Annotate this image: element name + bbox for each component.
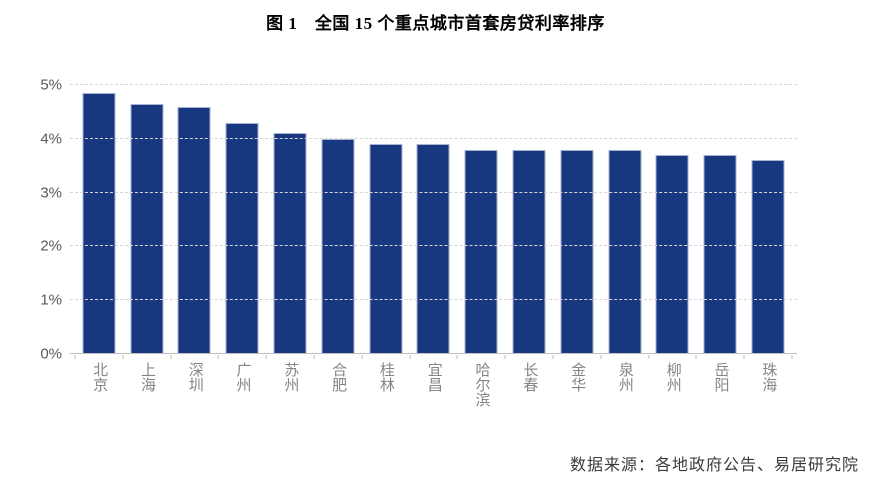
x-tick-label: 哈尔滨 (473, 362, 490, 407)
x-tick-label: 合肥 (330, 362, 347, 392)
x-axis-tick (361, 355, 363, 359)
x-axis-line (70, 353, 797, 354)
gridline (70, 191, 797, 193)
x-axis-tick (313, 355, 315, 359)
x-axis-tick (791, 355, 793, 359)
bar-column: 金华 (553, 85, 601, 392)
chart-title: 图 1 全国 15 个重点城市首套房贷利率排序 (266, 14, 605, 33)
x-axis-tick (695, 355, 697, 359)
x-tick-label: 珠海 (760, 362, 777, 392)
bar-15 (751, 160, 785, 354)
bar-column: 珠海 (744, 85, 792, 392)
x-axis-tick (552, 355, 554, 359)
bar-column: 广州 (218, 85, 266, 392)
gridline (70, 245, 797, 247)
x-tick-label: 深圳 (186, 362, 203, 392)
x-tick-label: 上海 (138, 362, 155, 392)
bar-11 (560, 149, 594, 354)
x-tick-label: 桂林 (377, 362, 394, 392)
x-axis-tick (743, 355, 745, 359)
x-axis-tick (217, 355, 219, 359)
bar-column: 上海 (123, 85, 171, 392)
y-tick-label: 3% (40, 184, 62, 202)
y-tick-label: 1% (40, 291, 62, 309)
bars: 北京 上海 深圳 广州 苏州 合肥 桂林 宜昌 哈尔滨 长春 金华 泉州 柳州 岳阳 珠海 (74, 85, 793, 407)
x-tick-label: 泉州 (616, 362, 633, 392)
bar-column: 桂林 (362, 85, 410, 392)
x-axis-tick (74, 355, 76, 359)
bar-column: 宜昌 (410, 85, 458, 392)
y-tick-label: 0% (40, 345, 62, 363)
x-axis-tick (456, 355, 458, 359)
bar-6 (321, 138, 355, 354)
x-axis-tick (409, 355, 411, 359)
bar-9 (464, 149, 498, 354)
x-tick-label: 广州 (234, 362, 251, 392)
y-tick-label: 4% (40, 130, 62, 148)
gridline (70, 84, 797, 85)
bar-7 (369, 144, 403, 354)
bar-14 (703, 154, 737, 354)
x-axis-tick (504, 355, 506, 359)
bar-2 (130, 103, 164, 354)
gridline (70, 137, 797, 139)
bar-column: 岳阳 (696, 85, 744, 392)
x-axis-tick (265, 355, 267, 359)
bar-5 (273, 133, 307, 354)
bar-4 (225, 122, 259, 354)
x-axis-tick (600, 355, 602, 359)
bar-column: 合肥 (314, 85, 362, 392)
y-tick-label: 2% (40, 237, 62, 255)
bar-column: 北京 (75, 85, 123, 392)
bar-column: 苏州 (266, 85, 314, 392)
bar-3 (177, 106, 211, 354)
x-axis-tick (170, 355, 172, 359)
bar-column: 泉州 (601, 85, 649, 392)
bar-column: 柳州 (649, 85, 697, 392)
x-tick-label: 北京 (91, 362, 108, 392)
bar-column: 哈尔滨 (457, 85, 505, 407)
data-source-note: 数据来源：各地政府公告、易居研究院 (569, 457, 859, 474)
x-tick-label: 长春 (521, 362, 538, 392)
bar-12 (608, 149, 642, 354)
bar-10 (512, 149, 546, 354)
y-tick-label: 5% (40, 76, 62, 94)
x-tick-label: 柳州 (664, 362, 681, 392)
bar-8 (416, 144, 450, 354)
bar-1 (82, 93, 116, 354)
x-tick-label: 岳阳 (712, 362, 729, 392)
x-tick-label: 宜昌 (425, 362, 442, 392)
plot-area: 北京 上海 深圳 广州 苏州 合肥 桂林 宜昌 哈尔滨 长春 金华 泉州 柳州 岳阳 珠海 0% 1% 2% 3%… (40, 78, 797, 407)
x-tick-label: 苏州 (282, 362, 299, 392)
bar-13 (655, 154, 689, 354)
x-tick-label: 金华 (569, 362, 586, 392)
x-axis-tick (648, 355, 650, 359)
bar-column: 深圳 (171, 85, 219, 392)
x-axis-tick (122, 355, 124, 359)
gridline (70, 299, 797, 301)
bar-column: 长春 (505, 85, 553, 392)
